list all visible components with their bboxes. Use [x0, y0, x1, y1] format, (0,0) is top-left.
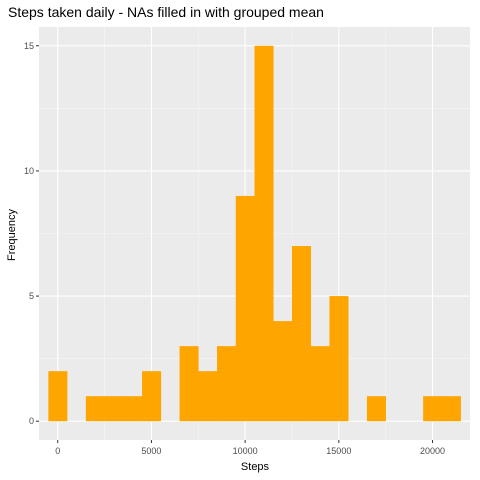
histogram-bar [179, 346, 199, 422]
chart-title: Steps taken daily - NAs filled in with g… [8, 4, 324, 20]
y-axis-title: Frequency [6, 209, 18, 261]
histogram-bar [273, 321, 293, 422]
histogram-bar [329, 296, 349, 422]
y-tick-label: 10 [24, 166, 34, 176]
histogram-bar [366, 396, 386, 422]
histogram-bar [104, 396, 124, 422]
histogram-bar [441, 396, 461, 422]
histogram-bar [310, 346, 330, 422]
histogram-bar [142, 371, 162, 422]
y-axis: 0 5 10 15 [24, 41, 39, 426]
histogram-bar [48, 371, 68, 422]
x-tick-label: 15000 [326, 446, 351, 456]
x-axis: 0 5000 10000 15000 20000 [55, 440, 445, 456]
x-tick-label: 10000 [233, 446, 258, 456]
histogram-bars [48, 45, 461, 422]
y-tick-label: 15 [24, 41, 34, 51]
histogram-bar [198, 371, 218, 422]
x-axis-title: Steps [241, 461, 270, 473]
histogram-bar [254, 45, 274, 422]
histogram-bar [123, 396, 143, 422]
y-tick-label: 5 [29, 291, 34, 301]
histogram-bar [217, 346, 237, 422]
histogram-bar [423, 396, 443, 422]
histogram-bar [235, 195, 255, 422]
x-tick-label: 20000 [420, 446, 445, 456]
histogram-bar [291, 246, 312, 422]
histogram-bar [85, 396, 105, 422]
y-tick-label: 0 [29, 416, 34, 426]
x-tick-label: 0 [55, 446, 60, 456]
x-tick-label: 5000 [141, 446, 161, 456]
